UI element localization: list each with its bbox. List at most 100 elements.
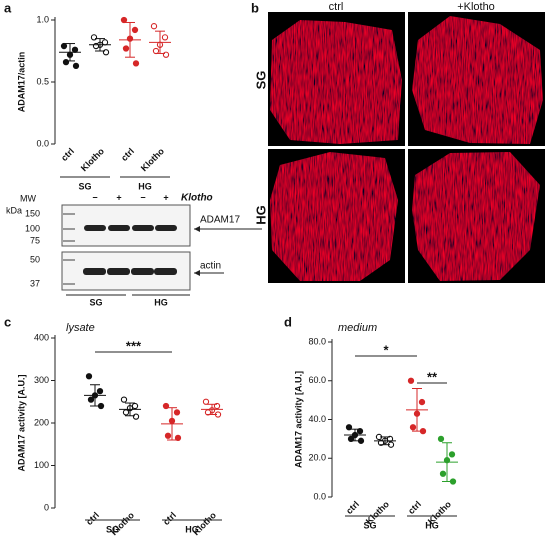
row-label: HG bbox=[253, 205, 268, 225]
point bbox=[164, 432, 172, 439]
y-axis-label: ADAM17 activity [A.U.] bbox=[293, 371, 303, 468]
point bbox=[120, 16, 128, 24]
point bbox=[60, 42, 68, 50]
group-label: HG bbox=[138, 181, 152, 191]
point bbox=[85, 373, 93, 380]
point bbox=[418, 398, 426, 406]
point bbox=[347, 435, 355, 443]
point bbox=[131, 402, 139, 410]
protein-label: actin bbox=[200, 261, 221, 272]
marker-label: 75 bbox=[30, 235, 40, 245]
point bbox=[132, 60, 140, 67]
point bbox=[120, 396, 128, 403]
point bbox=[439, 470, 447, 477]
y-tick-label: 0 bbox=[44, 502, 49, 512]
panel-label: a bbox=[4, 0, 12, 15]
x-tick-label: Klotho bbox=[79, 146, 107, 174]
x-tick-label: ctrl bbox=[406, 499, 423, 516]
point bbox=[377, 439, 385, 446]
point bbox=[101, 39, 109, 46]
point bbox=[96, 387, 104, 395]
point bbox=[122, 45, 130, 52]
panel-label: b bbox=[251, 0, 259, 15]
point bbox=[174, 434, 182, 442]
x-tick-label: ctrl bbox=[84, 510, 101, 527]
column-label: ctrl bbox=[329, 1, 344, 13]
point bbox=[87, 396, 95, 403]
mw-label: MW bbox=[20, 193, 36, 203]
y-axis-label: ADAM17 activity [A.U.] bbox=[16, 374, 26, 471]
point bbox=[437, 435, 445, 443]
significance-label: ** bbox=[427, 369, 438, 384]
micrographs: ctrl +Klotho SG HG bbox=[253, 1, 545, 283]
cell bbox=[412, 152, 540, 281]
group-label: SG bbox=[89, 297, 102, 307]
x-tick-label: Klotho bbox=[139, 146, 167, 174]
point bbox=[102, 49, 110, 56]
group-label: HG bbox=[185, 524, 199, 534]
y-tick-label: 0.0 bbox=[313, 491, 326, 501]
y-tick-label: 60.0 bbox=[308, 375, 326, 385]
treatment-label: Klotho bbox=[181, 193, 213, 204]
panel-label: c bbox=[4, 314, 11, 329]
point bbox=[132, 413, 140, 420]
arrowhead bbox=[194, 270, 200, 276]
y-tick-label: 400 bbox=[34, 332, 49, 342]
lane-label: − bbox=[140, 192, 145, 202]
chart-title: medium bbox=[338, 322, 377, 334]
bands bbox=[63, 213, 177, 285]
column-label: +Klotho bbox=[457, 1, 495, 13]
marker-label: 37 bbox=[30, 278, 40, 288]
cell bbox=[270, 152, 398, 281]
point bbox=[72, 62, 80, 70]
y-tick-label: 80.0 bbox=[308, 336, 326, 346]
point bbox=[71, 46, 79, 53]
y-tick-label: 300 bbox=[34, 375, 49, 385]
panel-label: d bbox=[284, 314, 292, 329]
point bbox=[173, 409, 181, 416]
point bbox=[448, 451, 456, 458]
y-tick-label: 1.0 bbox=[36, 14, 49, 24]
point bbox=[150, 23, 158, 30]
point bbox=[122, 409, 130, 416]
x-tick-label: ctrl bbox=[119, 146, 136, 163]
lane-label: + bbox=[116, 192, 121, 202]
group-label: HG bbox=[425, 520, 439, 530]
y-tick-label: 100 bbox=[34, 460, 49, 470]
point bbox=[162, 51, 170, 58]
marker-label: 50 bbox=[30, 254, 40, 264]
point bbox=[345, 424, 353, 431]
y-axis-label: ADAM17/actin bbox=[16, 52, 26, 113]
cell bbox=[270, 20, 402, 144]
x-tick-label: ctrl bbox=[59, 146, 76, 163]
chart-title: lysate bbox=[66, 322, 95, 334]
unit-label: kDa bbox=[6, 205, 22, 215]
point bbox=[152, 47, 160, 55]
significance-label: *** bbox=[126, 338, 142, 353]
y-tick-label: 40.0 bbox=[308, 414, 326, 424]
x-tick-label: ctrl bbox=[161, 510, 178, 527]
point bbox=[409, 424, 417, 431]
y-tick-label: 200 bbox=[34, 417, 49, 427]
x-tick-label: ctrl bbox=[344, 499, 361, 516]
protein-label: ADAM17 bbox=[200, 215, 240, 226]
point bbox=[131, 26, 139, 34]
cell bbox=[412, 16, 543, 144]
point bbox=[92, 42, 100, 50]
lane-label: + bbox=[163, 192, 168, 202]
y-tick-label: 0.5 bbox=[36, 76, 49, 86]
arrowhead bbox=[194, 226, 200, 232]
group-label: SG bbox=[106, 524, 119, 534]
point bbox=[356, 427, 364, 435]
point bbox=[407, 377, 415, 384]
marker-label: 150 bbox=[25, 208, 40, 218]
lane-label: − bbox=[92, 192, 97, 202]
point bbox=[90, 34, 98, 41]
point bbox=[161, 34, 169, 41]
group-label: SG bbox=[78, 181, 91, 191]
western-blot: MW kDa − + − + Klotho 150 100 75 50 37 A… bbox=[6, 192, 262, 307]
group-label: HG bbox=[154, 297, 168, 307]
y-tick-label: 20.0 bbox=[308, 453, 326, 463]
marker-label: 100 bbox=[25, 223, 40, 233]
